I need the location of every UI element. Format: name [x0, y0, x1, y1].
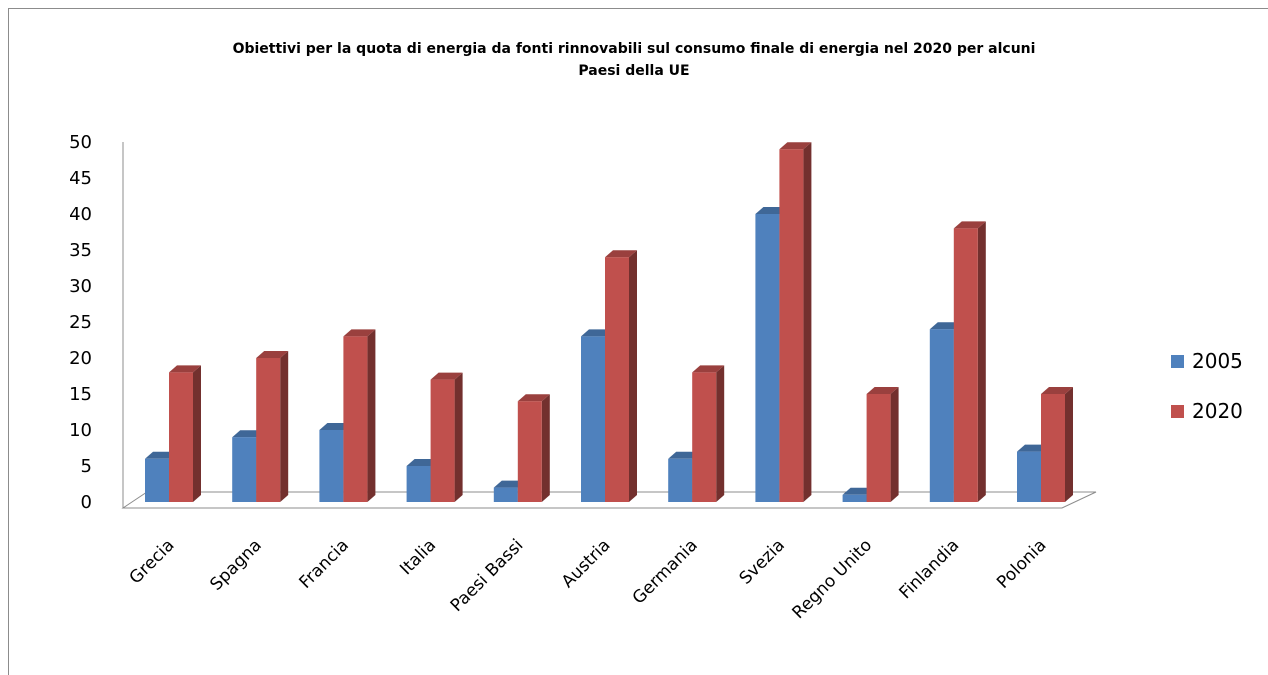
bar-side [454, 372, 463, 502]
x-tick-label: Austria [558, 535, 615, 592]
y-tick-label: 10 [69, 420, 92, 441]
bar-2020-regno-unito [866, 394, 891, 502]
y-tick-labels: 0 5 10 15 20 25 30 35 40 45 50 [69, 132, 92, 513]
bar-top [430, 372, 463, 380]
y-tick-label: 25 [69, 312, 92, 333]
bar-2020-italia [430, 379, 455, 502]
y-tick-label: 5 [81, 456, 92, 477]
chart-title-line-2: Paesi della UE [578, 63, 689, 79]
x-tick-label: Svezia [736, 535, 789, 588]
bar-2020-paesi-bassi [517, 401, 542, 502]
bars [145, 142, 1073, 502]
legend-label-2005: 2005 [1192, 349, 1243, 373]
bar-top [605, 250, 637, 258]
y-tick-label: 50 [69, 132, 92, 153]
bar-top [517, 394, 550, 402]
bar-2020-finlandia [953, 228, 978, 502]
bar-top [866, 387, 899, 394]
bar-side [890, 387, 899, 502]
bar-2020-grecia [169, 372, 193, 502]
legend-swatch-2020 [1171, 405, 1184, 418]
chart-title-line-1: Obiettivi per la quota di energia da fon… [233, 41, 1036, 57]
bar-2020-austria [605, 257, 629, 502]
bar-2005-francia [319, 430, 344, 502]
bar-top [256, 351, 289, 358]
axes [121, 142, 1097, 509]
bar-2005-svezia [755, 214, 780, 502]
y-tick-label: 15 [69, 384, 92, 405]
bar-top [953, 221, 986, 229]
x-tick-labels: Grecia Spagna Francia Italia Paesi Bassi Aust… [126, 535, 1051, 623]
bar-side [367, 329, 376, 502]
x-tick-label: Germania [629, 535, 702, 608]
bar-side [541, 394, 550, 502]
bar-side [716, 365, 725, 502]
bar-2005-germania [668, 458, 693, 502]
x-tick-label: Grecia [126, 535, 179, 588]
bar-2005-spagna [232, 437, 257, 502]
bar-2020-polonia [1041, 394, 1065, 502]
x-tick-label: Francia [296, 535, 353, 592]
bar-2020-svezia [779, 149, 804, 502]
bar-top [692, 365, 725, 373]
bar-side [803, 142, 812, 502]
chart-floor [121, 491, 1097, 509]
bar-2005-finlandia [929, 329, 954, 502]
bar-2005-polonia [1017, 451, 1041, 502]
x-tick-label: Finlandia [896, 535, 964, 603]
bar-side [280, 351, 289, 502]
x-tick-label: Spagna [206, 535, 265, 594]
bar-2005-italia [406, 466, 431, 502]
x-tick-label: Italia [396, 535, 440, 579]
bar-2020-francia [343, 336, 368, 502]
bar-2020-spagna [256, 358, 281, 502]
x-tick-label: Paesi Bassi [447, 535, 528, 616]
bar-2005-grecia [145, 458, 169, 502]
bar-2005-regno-unito [842, 494, 867, 502]
bar-side [1065, 387, 1073, 502]
y-tick-label: 35 [69, 240, 92, 261]
y-tick-label: 40 [69, 204, 92, 225]
bar-side [629, 250, 637, 502]
bar-top [343, 329, 376, 337]
bar-top [169, 365, 201, 373]
x-tick-label: Regno Unito [789, 535, 877, 623]
bar-2020-germania [692, 372, 717, 502]
legend-swatch-2005 [1171, 355, 1184, 368]
bar-top [779, 142, 812, 150]
legend: 2005 2020 [1171, 349, 1243, 423]
bar-2005-austria [581, 336, 605, 502]
bar-side [193, 365, 201, 502]
y-tick-label: 20 [69, 348, 92, 369]
bar-2005-paesi-bassi [493, 487, 518, 502]
y-tick-label: 45 [69, 168, 92, 189]
y-tick-label: 0 [81, 492, 92, 513]
x-tick-label: Polonia [993, 535, 1050, 592]
bar-side [977, 221, 986, 502]
legend-label-2020: 2020 [1192, 399, 1243, 423]
y-tick-label: 30 [69, 276, 92, 297]
bar-top [1041, 387, 1073, 394]
